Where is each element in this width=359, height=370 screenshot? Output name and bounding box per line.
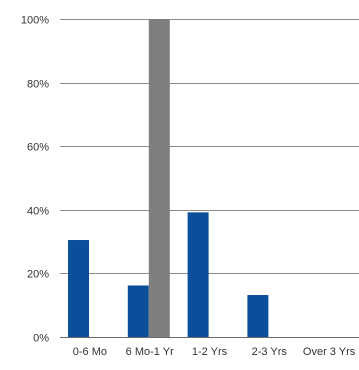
bar — [247, 295, 269, 337]
x-tick-label: 2-3 Yrs — [252, 346, 288, 358]
bar — [127, 285, 149, 337]
x-tick-label: 6 Mo-1 Yr — [126, 346, 174, 358]
x-tick-label: 1-2 Yrs — [192, 346, 228, 358]
y-tick-label: 80% — [27, 79, 49, 91]
y-axis-tick-labels: 0% 20% 40% 60% 80% 100% — [21, 15, 49, 345]
x-axis-tick-labels: 0-6 Mo 6 Mo-1 Yr 1-2 Yrs 2-3 Yrs Over 3 Yrs — [73, 346, 356, 358]
x-tick-label: Over 3 Yrs — [303, 346, 356, 358]
y-tick-label: 60% — [27, 142, 49, 154]
bars — [68, 19, 269, 337]
y-tick-label: 100% — [21, 15, 49, 27]
gridlines — [60, 19, 359, 338]
y-tick-label: 0% — [33, 333, 49, 345]
y-tick-label: 20% — [27, 269, 49, 281]
bar — [68, 240, 89, 337]
bar — [187, 212, 209, 337]
y-tick-label: 40% — [27, 206, 49, 218]
x-tick-label: 0-6 Mo — [73, 346, 107, 358]
bar — [148, 19, 170, 337]
